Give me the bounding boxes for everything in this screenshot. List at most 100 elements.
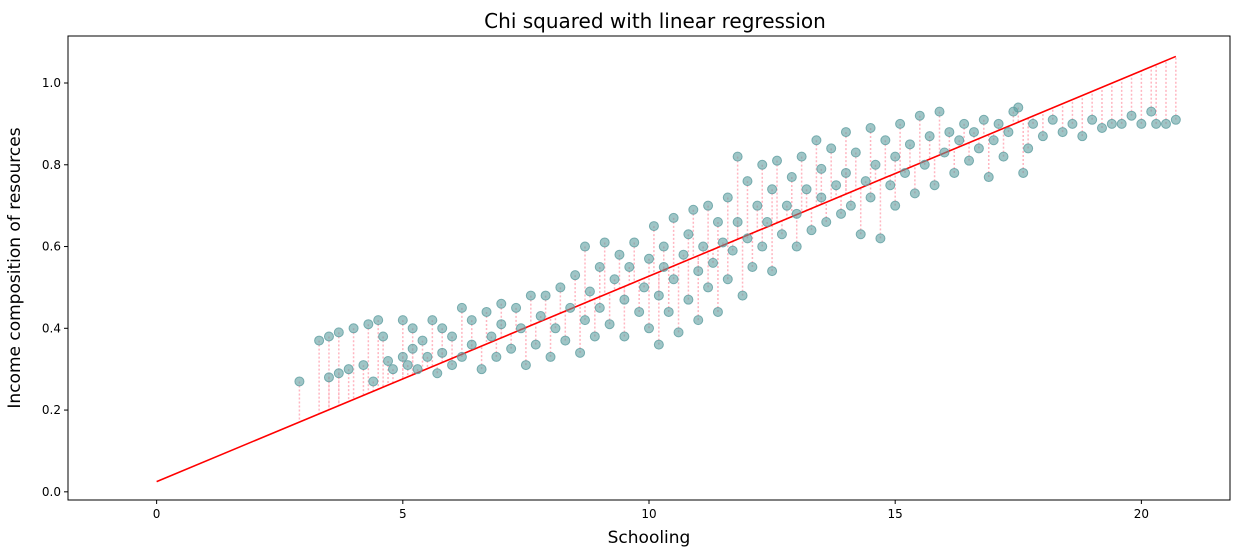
data-point-58 <box>594 261 605 272</box>
data-point-85 <box>693 266 704 277</box>
data-point-127 <box>845 200 856 211</box>
data-point-114 <box>791 208 802 219</box>
data-point-68 <box>634 306 645 317</box>
y-tick-label-0: 0.0 <box>42 485 61 499</box>
data-point-152 <box>959 118 970 129</box>
data-point-53 <box>575 347 586 358</box>
data-point-30 <box>456 351 467 362</box>
data-point-19 <box>407 323 418 334</box>
data-point-13 <box>383 356 394 367</box>
data-point-45 <box>535 311 546 322</box>
chart-title: Chi squared with linear regression <box>484 9 826 33</box>
data-point-137 <box>890 151 901 162</box>
data-point-26 <box>437 347 448 358</box>
data-point-166 <box>1028 118 1039 129</box>
data-point-17 <box>402 360 413 371</box>
data-point-175 <box>1116 118 1127 129</box>
data-point-119 <box>816 192 827 203</box>
data-point-129 <box>855 229 866 240</box>
data-point-128 <box>850 147 861 158</box>
data-point-59 <box>594 302 605 313</box>
data-point-75 <box>658 261 669 272</box>
data-point-147 <box>934 106 945 117</box>
data-point-10 <box>368 376 379 387</box>
data-point-56 <box>584 286 595 297</box>
data-point-91 <box>712 217 723 228</box>
data-point-54 <box>579 315 590 326</box>
data-point-131 <box>865 122 876 133</box>
data-point-150 <box>949 167 960 178</box>
data-point-104 <box>757 159 768 170</box>
data-point-161 <box>1003 127 1014 138</box>
x-tick-label-15: 15 <box>888 507 903 521</box>
data-point-28 <box>447 331 458 342</box>
data-point-143 <box>914 110 925 121</box>
data-point-23 <box>427 315 438 326</box>
data-point-121 <box>821 217 832 228</box>
data-point-29 <box>456 302 467 313</box>
data-point-41 <box>515 323 526 334</box>
data-point-48 <box>550 323 561 334</box>
data-point-5 <box>333 327 344 338</box>
y-tick-label-5: 1.0 <box>42 76 61 90</box>
data-point-169 <box>1057 127 1068 138</box>
data-point-42 <box>520 360 531 371</box>
data-point-154 <box>968 127 979 138</box>
data-point-37 <box>496 298 507 309</box>
data-point-105 <box>757 241 768 252</box>
data-point-47 <box>545 351 556 362</box>
data-point-177 <box>1136 118 1147 129</box>
data-point-34 <box>481 306 492 317</box>
data-point-21 <box>417 335 428 346</box>
data-point-84 <box>688 204 699 215</box>
data-point-157 <box>983 172 994 183</box>
data-point-174 <box>1106 118 1117 129</box>
data-point-108 <box>767 266 778 277</box>
data-point-95 <box>722 274 733 285</box>
data-point-155 <box>973 143 984 154</box>
data-point-6 <box>343 364 354 375</box>
data-point-176 <box>1126 110 1137 121</box>
data-point-140 <box>900 167 911 178</box>
data-point-100 <box>742 233 753 244</box>
data-point-132 <box>865 192 876 203</box>
data-point-149 <box>944 127 955 138</box>
data-point-167 <box>1037 131 1048 142</box>
data-point-146 <box>929 180 940 191</box>
data-point-156 <box>978 114 989 125</box>
data-point-50 <box>560 335 571 346</box>
data-point-118 <box>811 135 822 146</box>
data-point-46 <box>540 290 551 301</box>
data-point-88 <box>703 200 714 211</box>
data-point-159 <box>993 118 1004 129</box>
data-point-97 <box>732 151 743 162</box>
data-point-109 <box>772 155 783 166</box>
data-point-43 <box>525 290 536 301</box>
data-point-103 <box>752 200 763 211</box>
data-point-116 <box>801 184 812 195</box>
data-point-158 <box>988 135 999 146</box>
data-point-3 <box>323 331 334 342</box>
data-point-98 <box>732 217 743 228</box>
data-point-101 <box>742 176 753 187</box>
data-point-49 <box>555 282 566 293</box>
data-point-31 <box>466 339 477 350</box>
data-point-25 <box>437 323 448 334</box>
data-point-72 <box>648 221 659 232</box>
data-point-18 <box>407 343 418 354</box>
data-point-57 <box>589 331 600 342</box>
data-point-8 <box>358 360 369 371</box>
data-point-171 <box>1077 131 1088 142</box>
data-point-134 <box>875 233 886 244</box>
data-point-7 <box>348 323 359 334</box>
data-point-12 <box>378 331 389 342</box>
data-point-112 <box>786 172 797 183</box>
y-tick-label-3: 0.6 <box>42 240 61 254</box>
data-point-181 <box>1170 114 1181 125</box>
data-point-172 <box>1087 114 1098 125</box>
x-axis-label: Schooling <box>608 528 691 548</box>
data-point-14 <box>387 364 398 375</box>
data-point-123 <box>831 180 842 191</box>
data-point-22 <box>422 351 433 362</box>
data-point-178 <box>1146 106 1157 117</box>
